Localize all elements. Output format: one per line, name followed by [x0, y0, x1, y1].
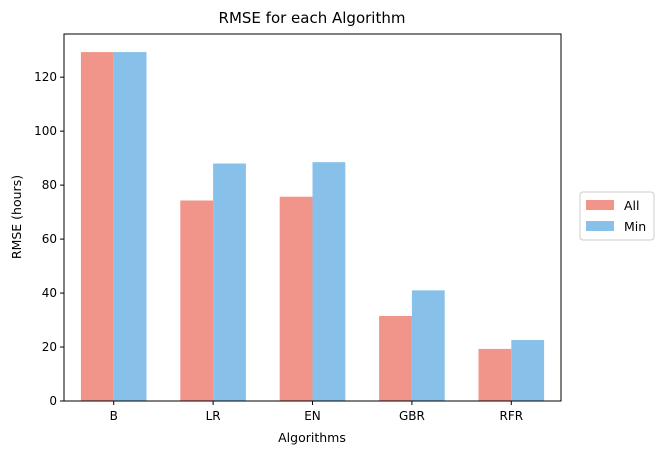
x-tick-label-b: B [110, 409, 118, 423]
chart-title: RMSE for each Algorithm [219, 9, 406, 27]
y-tick-label-120: 120 [34, 70, 57, 84]
legend: All Min [579, 191, 655, 241]
x-tick-label-lr: LR [206, 409, 221, 423]
y-tick-label-60: 60 [42, 232, 57, 246]
bar-min-b [113, 52, 147, 402]
x-tick-label-rfr: RFR [500, 409, 524, 423]
x-tick-label-gbr: GBR [399, 409, 425, 423]
y-tick-label-100: 100 [34, 124, 57, 138]
y-tick-label-0: 0 [49, 394, 57, 408]
x-axis: B LR EN GBR RFR [110, 401, 524, 423]
legend-label-all: All [624, 198, 640, 213]
bar-all-b [80, 52, 114, 402]
plot-area [63, 33, 562, 402]
bar-min-lr [213, 163, 246, 401]
y-tick-label-20: 20 [42, 340, 57, 354]
x-axis-label: Algorithms [278, 430, 346, 445]
bar-all-gbr [379, 315, 412, 401]
y-axis: 0 20 40 60 80 100 120 [34, 70, 64, 408]
y-tick-label-80: 80 [42, 178, 57, 192]
bar-min-rfr [511, 340, 545, 401]
legend-swatch-min [586, 221, 614, 231]
x-tick-label-en: EN [304, 409, 321, 423]
y-axis-label: RMSE (hours) [9, 175, 24, 259]
bar-all-en [279, 196, 313, 401]
bar-all-rfr [478, 348, 512, 401]
legend-swatch-all [586, 200, 614, 210]
y-tick-label-40: 40 [42, 286, 57, 300]
bar-all-lr [180, 200, 214, 401]
legend-label-min: Min [624, 219, 646, 234]
bar-min-gbr [411, 290, 445, 401]
bar-min-en [312, 162, 346, 401]
